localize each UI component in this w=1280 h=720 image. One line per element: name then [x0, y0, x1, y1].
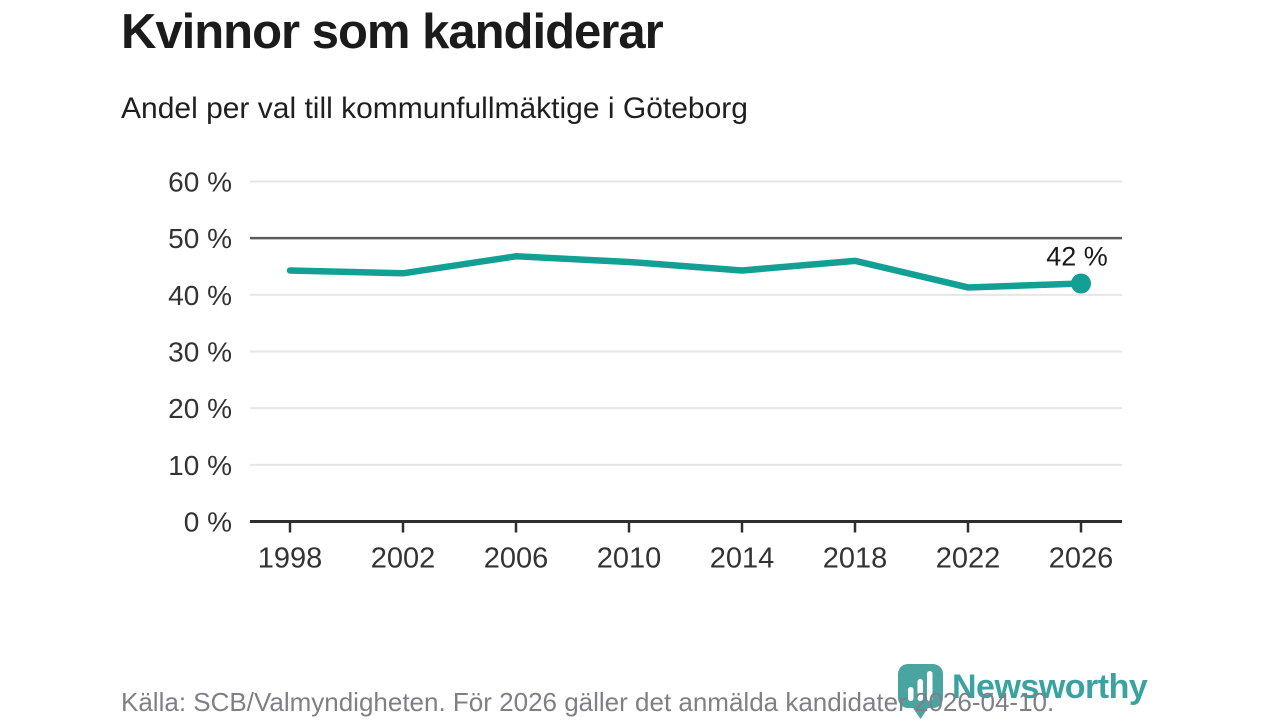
chart-subtitle: Andel per val till kommunfullmäktige i G… [121, 92, 748, 125]
y-tick-label: 50 % [168, 223, 232, 254]
x-tick-label: 2018 [823, 543, 888, 575]
x-tick-label: 2010 [597, 543, 662, 575]
newsworthy-pin-barchart-icon [898, 664, 943, 719]
x-tick-label: 2014 [710, 543, 775, 575]
end-point-dot [1071, 273, 1091, 294]
x-tick-label: 1998 [258, 543, 323, 575]
x-tick-label: 2002 [371, 543, 436, 575]
y-tick-label: 20 % [168, 393, 232, 424]
x-tick-label: 2022 [936, 543, 1001, 575]
x-tick-label: 2006 [484, 543, 549, 575]
newsworthy-logo: Newsworthy [897, 663, 1148, 719]
y-tick-label: 0 % [184, 507, 232, 538]
y-tick-label: 40 % [168, 280, 232, 311]
page-title: Kvinnor som kandiderar [121, 5, 664, 59]
data-line [286, 253, 1085, 291]
y-tick-label: 30 % [168, 337, 232, 368]
end-point-label: 42 % [1046, 242, 1108, 272]
x-tick-label: 2026 [1049, 543, 1114, 575]
newsworthy-logo-text: Newsworthy [952, 668, 1148, 706]
source-note: Källa: SCB/Valmyndigheten. För 2026 gäll… [121, 687, 1055, 717]
y-tick-label: 10 % [168, 450, 232, 481]
y-tick-label: 60 % [168, 167, 232, 198]
